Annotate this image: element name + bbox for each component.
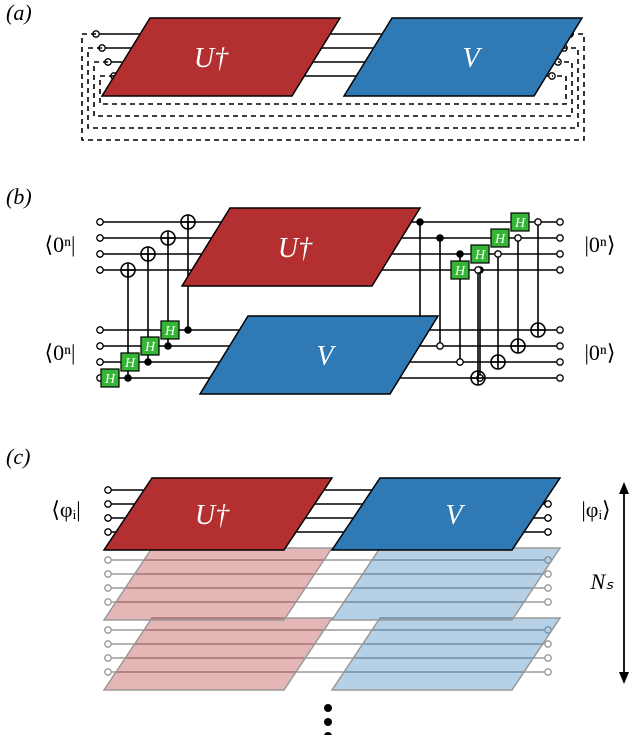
control-dot xyxy=(144,358,152,366)
hadamard-label: H xyxy=(454,264,466,279)
wire-endpoint xyxy=(97,251,103,257)
open-control xyxy=(515,235,521,241)
control-dot xyxy=(436,234,444,242)
wire-endpoint xyxy=(545,529,551,535)
wire-endpoint xyxy=(105,571,111,577)
hadamard-label: H xyxy=(474,248,486,263)
wire-endpoint xyxy=(97,235,103,241)
hadamard-label: H xyxy=(494,232,506,247)
open-control xyxy=(457,359,463,365)
wire-endpoint xyxy=(97,267,103,273)
operator-V-layer2 xyxy=(332,618,560,690)
wire-endpoint xyxy=(545,599,551,605)
open-control xyxy=(495,251,501,257)
panel-b: (b)⟨0ⁿ||0ⁿ⟩⟨0ⁿ||0ⁿ⟩HHHHHHHHU†V xyxy=(6,184,615,394)
wire-endpoint xyxy=(97,219,103,225)
wire-endpoint xyxy=(557,375,563,381)
open-control xyxy=(535,219,541,225)
panel-b-label: (b) xyxy=(6,184,32,209)
hadamard-label: H xyxy=(164,324,176,339)
wire-endpoint xyxy=(545,501,551,507)
hadamard-label: H xyxy=(124,356,136,371)
hadamard-label: H xyxy=(514,216,526,231)
ellipsis-dot xyxy=(324,718,332,726)
wire-endpoint xyxy=(97,327,103,333)
layer-2 xyxy=(104,618,560,690)
wire-endpoint xyxy=(557,359,563,365)
wire-endpoint xyxy=(97,343,103,349)
operator-V-label: V xyxy=(445,500,465,531)
panel-a: (a) U† V xyxy=(6,0,584,140)
wire-endpoint xyxy=(105,529,111,535)
control-dot xyxy=(164,342,172,350)
operator-V-label: V xyxy=(462,43,482,74)
wire-endpoint xyxy=(105,599,111,605)
wire-endpoint xyxy=(105,487,111,493)
control-dot xyxy=(124,374,132,382)
wire-endpoint xyxy=(545,641,551,647)
wire-endpoint xyxy=(105,585,111,591)
operator-V-layer1 xyxy=(332,548,560,620)
wire-endpoint xyxy=(545,655,551,661)
arrowhead-up xyxy=(619,482,629,494)
wire-endpoint xyxy=(557,219,563,225)
wire-endpoint xyxy=(545,515,551,521)
wire-endpoint xyxy=(557,235,563,241)
control-dot xyxy=(184,326,192,334)
hadamard-label: H xyxy=(144,340,156,355)
hadamard-label: H xyxy=(104,372,116,387)
open-control xyxy=(475,267,481,273)
open-control xyxy=(437,343,443,349)
arrowhead-down xyxy=(619,672,629,684)
ket-bot: |0ⁿ⟩ xyxy=(585,340,616,365)
operator-U-label: U† xyxy=(278,233,313,264)
bra-bot: ⟨0ⁿ| xyxy=(45,340,76,365)
panel-a-label: (a) xyxy=(6,0,32,25)
layer-0: U† V xyxy=(104,478,560,550)
operator-U-label: U† xyxy=(195,500,230,531)
wire-endpoint xyxy=(557,251,563,257)
ellipsis-dot xyxy=(324,704,332,712)
operator-U-layer2 xyxy=(104,618,332,690)
operator-U-layer1 xyxy=(104,548,332,620)
wire-endpoint xyxy=(557,327,563,333)
ket-top: |0ⁿ⟩ xyxy=(585,232,616,257)
wire-endpoint xyxy=(105,515,111,521)
control-dot xyxy=(416,218,424,226)
control-dot xyxy=(456,250,464,258)
operator-V-label: V xyxy=(316,341,336,372)
wire-endpoint xyxy=(105,641,111,647)
wire-endpoint xyxy=(97,359,103,365)
wire-endpoint xyxy=(105,501,111,507)
wire-endpoint xyxy=(545,571,551,577)
wire-endpoint xyxy=(545,585,551,591)
wire-endpoint xyxy=(105,655,111,661)
panel-c: (c) ⟨φᵢ| |φᵢ⟩ U† V Nₛ xyxy=(6,444,629,735)
operator-U-label: U† xyxy=(194,43,229,74)
panel-c-label: (c) xyxy=(6,444,30,469)
ket-phi: |φᵢ⟩ xyxy=(581,497,610,522)
wire-endpoint xyxy=(557,267,563,273)
bra-top: ⟨0ⁿ| xyxy=(45,232,76,257)
ns-label: Nₛ xyxy=(590,569,615,594)
layer-1 xyxy=(104,548,560,620)
bra-phi: ⟨φᵢ| xyxy=(51,497,80,522)
wire-endpoint xyxy=(105,627,111,633)
wire-endpoint xyxy=(105,669,111,675)
wire-endpoint xyxy=(105,557,111,563)
wire-endpoint xyxy=(545,669,551,675)
wire-endpoint xyxy=(557,343,563,349)
